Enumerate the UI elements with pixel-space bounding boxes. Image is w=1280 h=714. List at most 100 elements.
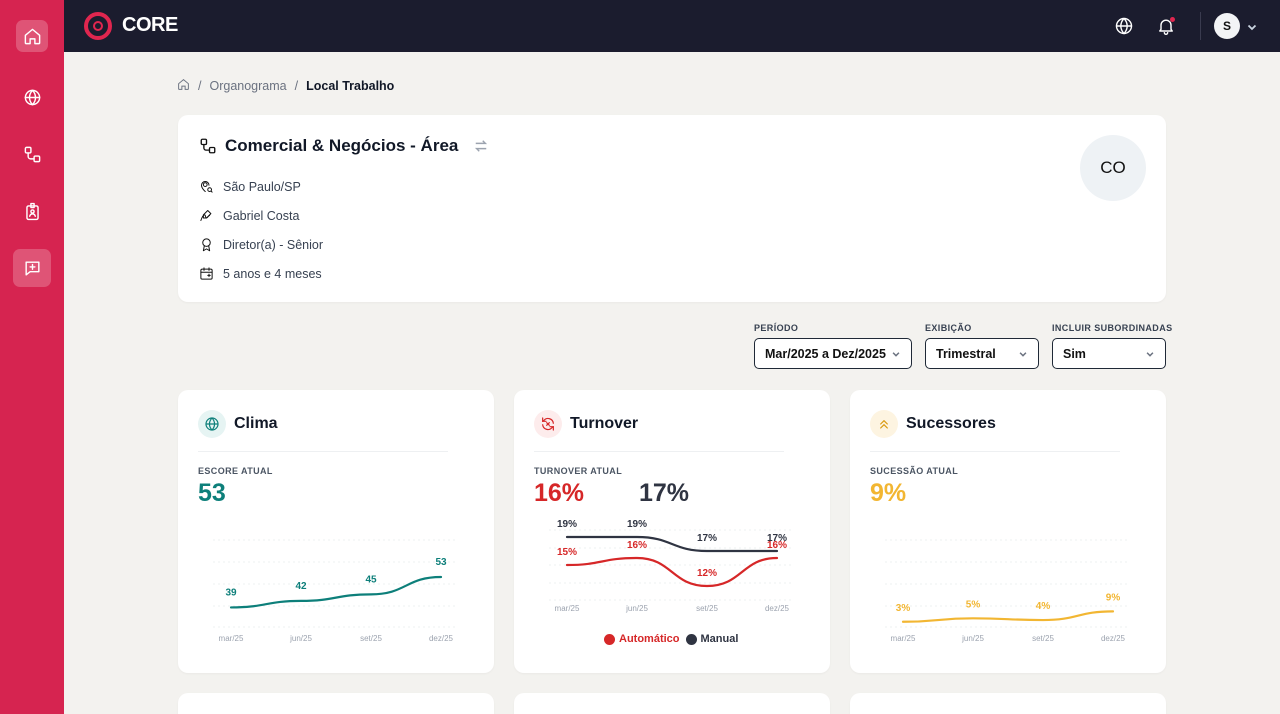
x-tick-label: mar/25 [891,634,916,643]
x-tick-label: set/25 [696,604,718,613]
logo-icon[interactable] [84,12,112,40]
metric-card[interactable] [514,693,830,714]
legend-item-manual[interactable]: Manual [685,633,739,645]
topbar: CORE S [64,0,1280,52]
unit-avatar: CO [1080,135,1146,201]
filter-label: EXIBIÇÃO [925,323,972,333]
divider [198,451,448,452]
sidebar [0,0,64,714]
role-text: Diretor(a) - Sênior [223,237,324,252]
role-row: Diretor(a) - Sênior [199,237,323,252]
data-label: 17% [697,533,717,544]
select-value: Sim [1063,346,1086,361]
card-title: Clima [234,415,278,432]
badge-icon [25,202,39,220]
period-filter: PERÍODO Mar/2025 a Dez/2025 [754,323,912,369]
x-tick-label: mar/25 [555,604,580,613]
manager-name: Gabriel Costa [223,208,300,223]
divider [870,451,1120,452]
manager-row: Gabriel Costa [199,208,299,223]
data-label: 16% [627,540,647,551]
chart-legend: Automático Manual [604,633,744,645]
page-title: Comercial & Negócios - Área [225,136,459,155]
metric-value: 53 [198,479,226,507]
turnover-card[interactable]: Turnover TURNOVER ATUAL 16% 17% mar/25 ju… [514,390,830,673]
subordinates-filter: INCLUIR SUBORDINADAS Sim [1052,323,1173,369]
subordinates-select[interactable]: Sim [1052,338,1166,369]
metric-card[interactable] [178,693,494,714]
series-line [229,575,443,609]
legend-label: Manual [700,633,739,645]
breadcrumb-link[interactable]: Organograma [209,79,287,93]
series-line [565,556,779,588]
location-row: São Paulo/SP [199,179,301,194]
refresh-icon [534,410,562,438]
data-label: 15% [557,547,577,558]
clima-chart: mar/25 jun/25 set/25 dez/25 39 42 45 53 [213,539,458,643]
data-label: 17% [767,533,787,544]
data-label: 45 [365,574,377,585]
data-label: 12% [697,568,717,579]
clima-card[interactable]: Clima ESCORE ATUAL 53 mar/25 jun/25 set/25… [178,390,494,673]
breadcrumb-separator: / [294,79,299,93]
org-chart-icon [24,146,40,162]
x-tick-label: jun/25 [289,634,312,643]
globe-icon [1115,17,1133,35]
divider [1200,12,1201,40]
metric-card[interactable] [850,693,1166,714]
sidebar-item-globe[interactable] [16,81,48,113]
unit-header-card: Comercial & Negócios - Área São Paulo/SP… [178,115,1166,302]
org-chart-icon [200,138,216,154]
sidebar-item-home[interactable] [16,20,48,52]
legend-item-auto[interactable]: Automático [604,633,680,645]
data-label: 4% [1036,601,1051,612]
user-avatar[interactable]: S [1214,13,1240,39]
breadcrumb: / Organograma / Local Trabalho [177,78,394,94]
notifications-button[interactable] [1156,16,1176,36]
chevron-down-icon [892,351,900,357]
home-icon [24,28,40,44]
sucessores-card[interactable]: Sucessores SUCESSÃO ATUAL 9% mar/25 jun/2… [850,390,1166,673]
swap-icon[interactable] [474,139,488,153]
x-tick-label: jun/25 [625,604,648,613]
filter-label: PERÍODO [754,323,799,333]
calendar-icon [200,267,213,280]
tenure-row: 5 anos e 4 meses [199,266,322,281]
breadcrumb-separator: / [198,79,202,93]
x-tick-label: dez/25 [429,634,454,643]
x-tick-label: set/25 [1032,634,1054,643]
language-button[interactable] [1114,16,1134,36]
sucessores-chart: mar/25 jun/25 set/25 dez/25 3% 5% 4% 9% [885,539,1130,643]
home-icon [178,78,189,90]
logo-text[interactable]: CORE [122,14,178,36]
data-label: 39 [225,587,237,598]
metric-value-manual: 17% [639,479,690,507]
globe-icon [24,89,40,105]
metric-label: SUCESSÃO ATUAL [870,466,959,476]
chevrons-up-icon [870,410,898,438]
period-select[interactable]: Mar/2025 a Dez/2025 [754,338,912,369]
legend-label: Automático [619,633,680,645]
series-line [901,610,1115,623]
sidebar-item-org[interactable] [16,138,48,170]
location-pin-icon [201,181,213,193]
data-label: 5% [966,599,981,610]
data-label: 3% [896,603,911,614]
turnover-chart: mar/25 jun/25 set/25 dez/25 15% 16% 12% 16% 19% 1… [549,519,794,613]
x-tick-label: set/25 [360,634,382,643]
data-label: 19% [627,519,647,530]
bell-icon [1159,19,1173,35]
notification-dot [1170,17,1175,22]
x-tick-label: mar/25 [219,634,244,643]
card-title: Sucessores [906,415,996,432]
breadcrumb-home[interactable] [177,78,190,94]
location-text: São Paulo/SP [223,179,301,194]
x-tick-label: jun/25 [961,634,984,643]
display-select[interactable]: Trimestral [925,338,1039,369]
sidebar-item-feedback[interactable] [13,249,51,287]
chevron-down-icon[interactable] [1246,20,1258,32]
metric-label: TURNOVER ATUAL [534,466,623,476]
metric-value-auto: 16% [534,479,585,507]
sidebar-item-badge[interactable] [16,195,48,227]
divider [534,451,784,452]
